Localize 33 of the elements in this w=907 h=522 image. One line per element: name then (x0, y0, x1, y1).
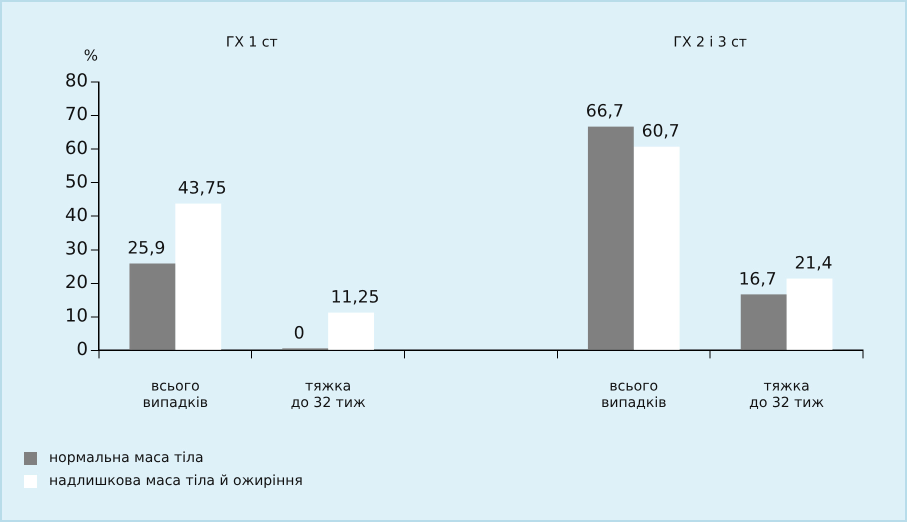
y-tick-label: 40 (65, 204, 88, 226)
bar (634, 146, 680, 350)
bar (786, 278, 832, 350)
y-tick-label: 20 (65, 272, 88, 293)
text: ГХ 2 і 3 ст (673, 34, 747, 51)
data-label: 60,7 (642, 122, 680, 142)
bar (588, 126, 634, 350)
text: ГХ 1 ст (226, 34, 278, 51)
x-tick-label: всього випадків (601, 378, 666, 412)
x-tick-label: тяжка до 32 тиж (749, 378, 824, 412)
bar (740, 294, 787, 350)
legend-label: нормальна маса тіла (49, 450, 204, 466)
y-tick-label: 10 (65, 306, 88, 327)
data-label: 11,25 (330, 288, 380, 308)
x-tick-label: всього випадків (142, 378, 208, 412)
data-label: 0 (294, 323, 305, 344)
y-tick-label: 70 (65, 104, 88, 126)
data-label: 66,7 (586, 102, 624, 122)
data-label: 21,4 (794, 254, 832, 274)
y-tick-label: 30 (65, 238, 88, 260)
y-tick-label: 60 (65, 138, 88, 159)
data-label: 25,9 (127, 238, 166, 258)
bar (328, 312, 374, 350)
bar (129, 264, 176, 350)
data-label: 16,7 (738, 269, 777, 290)
data-label: 43,75 (178, 178, 227, 199)
y-tick-label: 0 (76, 339, 88, 360)
bar (175, 204, 222, 350)
legend-label: надлишкова маса тіла й ожиріння (49, 473, 303, 489)
y-tick-label: 80 (65, 70, 88, 92)
y-axis-title: % (84, 46, 98, 64)
y-tick-label: 50 (65, 171, 88, 192)
x-tick-label: тяжка до 32 тиж (290, 378, 366, 412)
